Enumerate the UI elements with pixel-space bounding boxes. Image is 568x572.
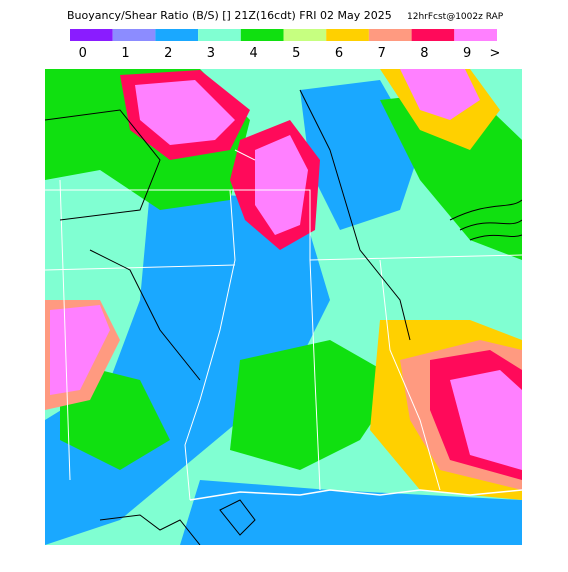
legend-swatch <box>283 29 327 41</box>
legend-label: 9 <box>463 46 471 61</box>
legend-label: 5 <box>292 46 300 61</box>
legend-swatch <box>70 29 113 41</box>
legend-swatch <box>198 29 241 41</box>
legend-label: 3 <box>207 46 215 61</box>
legend-more: > <box>490 46 501 61</box>
legend-swatch <box>240 29 284 41</box>
legend-label: 0 <box>79 46 87 61</box>
legend-swatch <box>411 29 455 41</box>
legend-label: 2 <box>164 46 172 61</box>
legend-label: 7 <box>378 46 386 61</box>
legend-label: 6 <box>335 46 343 61</box>
legend-swatch <box>326 29 369 41</box>
legend: 0 1 2 3 4 5 6 7 8 9 > <box>70 29 500 61</box>
legend-swatch <box>454 29 497 41</box>
map <box>45 69 522 545</box>
legend-label: 8 <box>420 46 428 61</box>
subtitle: 12hrFcst@1002z RAP <box>407 12 504 22</box>
legend-label: 4 <box>249 46 257 61</box>
legend-swatch <box>155 29 199 41</box>
legend-swatch <box>368 29 412 41</box>
legend-swatch <box>112 29 156 41</box>
legend-label: 1 <box>121 46 129 61</box>
title: Buoyancy/Shear Ratio (B/S) [] 21Z(16cdt)… <box>67 9 392 22</box>
